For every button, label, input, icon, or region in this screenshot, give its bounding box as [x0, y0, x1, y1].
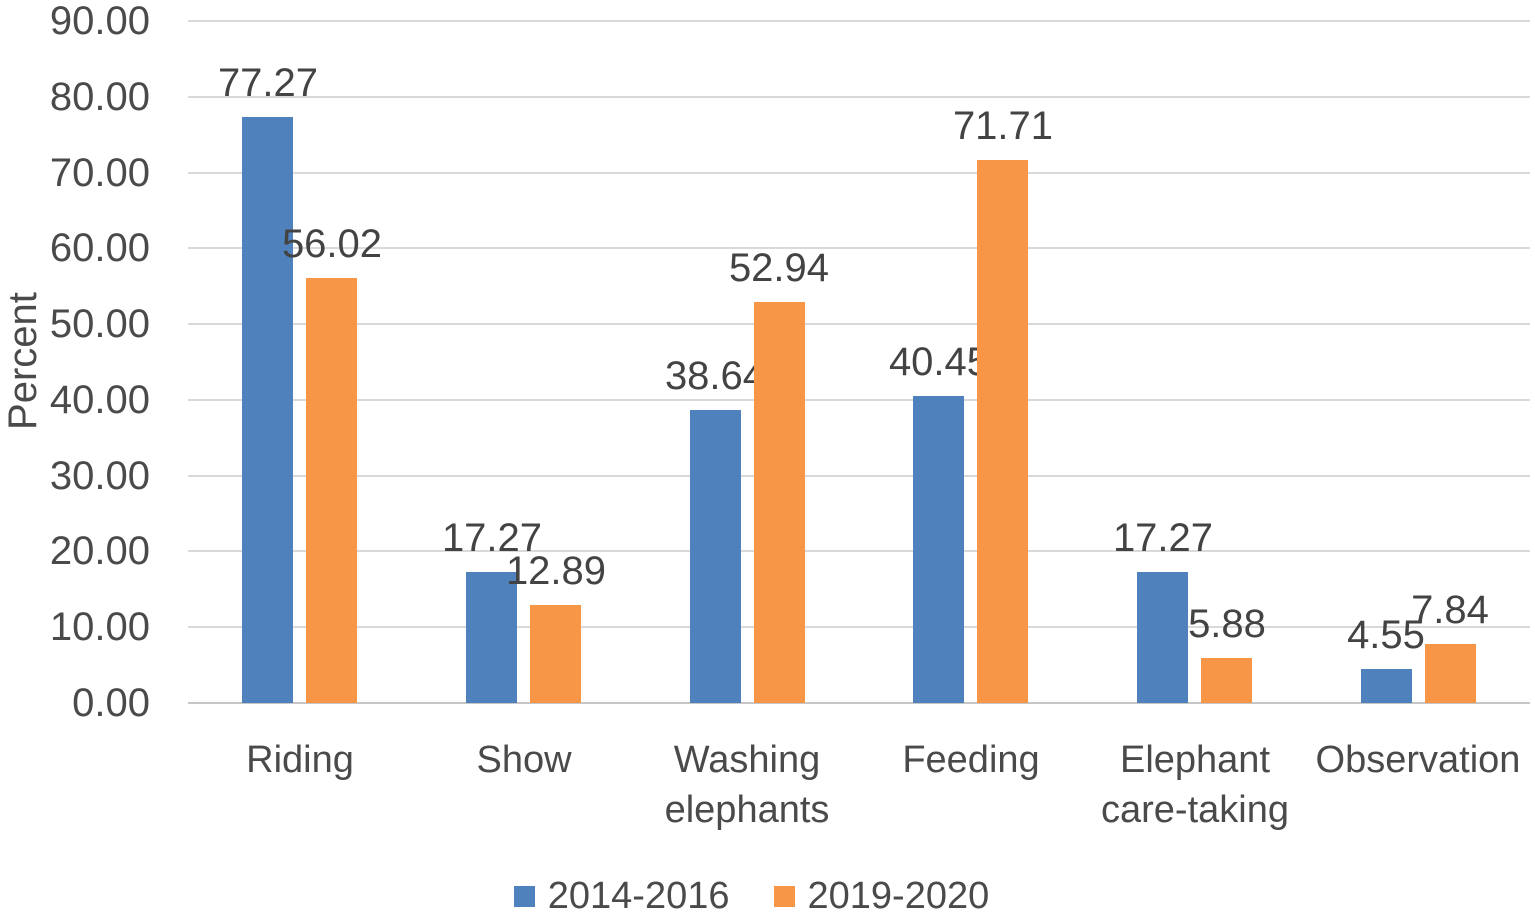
- bar-2014-2016-washing-elephants: [690, 410, 741, 703]
- plot-area: 77.27 56.02 17.27 12.89 38.64 52.94 40.45 71.71…: [188, 20, 1530, 704]
- bar-2014-2016-feeding: [913, 396, 964, 703]
- bar-2019-2020-show: [530, 605, 581, 703]
- legend: 2014-2016 2019-2020: [0, 874, 1519, 915]
- y-tick-label-90: 90.00: [49, 0, 150, 43]
- y-tick-label-10: 10.00: [49, 605, 150, 649]
- value-label-2019-2020-washing-elephants: 52.94: [728, 246, 830, 290]
- value-label-2014-2016-riding: 77.27: [217, 61, 319, 105]
- value-label-2019-2020-elephant-care-taking: 5.88: [1188, 602, 1266, 646]
- gridline-50: [188, 323, 1530, 325]
- value-label-2019-2020-observation: 7.84: [1411, 588, 1489, 632]
- value-label-2014-2016-feeding: 40.45: [888, 340, 990, 384]
- gridline-10: [188, 626, 1530, 628]
- bar-2014-2016-elephant-care-taking: [1137, 572, 1188, 703]
- bar-2014-2016-show: [466, 572, 517, 703]
- bar-2019-2020-observation: [1425, 644, 1476, 703]
- y-tick-label-60: 60.00: [49, 226, 150, 270]
- category-label-feeding: Feeding: [902, 739, 1040, 781]
- bar-2019-2020-washing-elephants: [754, 302, 805, 703]
- bar-2019-2020-feeding: [977, 160, 1028, 703]
- legend-label-2019-2020: 2019-2020: [807, 875, 990, 915]
- x-axis-line: [188, 702, 1530, 704]
- value-label-2014-2016-elephant-care-taking: 17.27: [1112, 516, 1214, 560]
- gridline-40: [188, 399, 1530, 401]
- gridline-80: [188, 96, 1530, 98]
- value-label-2019-2020-feeding: 71.71: [952, 104, 1054, 148]
- y-tick-label-50: 50.00: [49, 302, 150, 346]
- gridline-20: [188, 550, 1530, 552]
- y-tick-label-40: 40.00: [49, 378, 150, 422]
- category-label-riding: Riding: [246, 739, 354, 781]
- category-label-show: Show: [476, 739, 572, 781]
- category-label-elephant-care-taking: Elephant care-taking: [1101, 739, 1289, 831]
- bar-2019-2020-riding: [306, 278, 357, 703]
- value-label-2019-2020-riding: 56.02: [281, 222, 383, 266]
- gridline-60: [188, 247, 1530, 249]
- bar-2014-2016-riding: [242, 117, 293, 703]
- legend-swatch-2014-2016: [513, 885, 535, 907]
- y-tick-label-0: 0.00: [72, 681, 150, 725]
- value-label-2014-2016-show: 17.27: [441, 516, 543, 560]
- bar-2019-2020-elephant-care-taking: [1201, 658, 1252, 703]
- legend-item-2019-2020: 2019-2020: [773, 874, 990, 915]
- value-label-2019-2020-show: 12.89: [505, 549, 607, 593]
- legend-item-2014-2016: 2014-2016: [513, 874, 730, 915]
- category-label-washing-elephants: Washing elephants: [664, 739, 830, 831]
- category-label-observation: Observation: [1315, 739, 1521, 781]
- legend-swatch-2019-2020: [773, 885, 795, 907]
- y-tick-label-80: 80.00: [49, 75, 150, 119]
- y-tick-label-70: 70.00: [49, 151, 150, 195]
- gridline-90: [188, 20, 1530, 22]
- gridline-30: [188, 475, 1530, 477]
- value-label-2014-2016-observation: 4.55: [1347, 613, 1425, 657]
- y-tick-label-20: 20.00: [49, 529, 150, 573]
- gridline-70: [188, 172, 1530, 174]
- value-label-2014-2016-washing-elephants: 38.64: [664, 354, 766, 398]
- bar-2014-2016-observation: [1361, 669, 1412, 703]
- y-tick-label-30: 30.00: [49, 454, 150, 498]
- legend-label-2014-2016: 2014-2016: [547, 875, 730, 915]
